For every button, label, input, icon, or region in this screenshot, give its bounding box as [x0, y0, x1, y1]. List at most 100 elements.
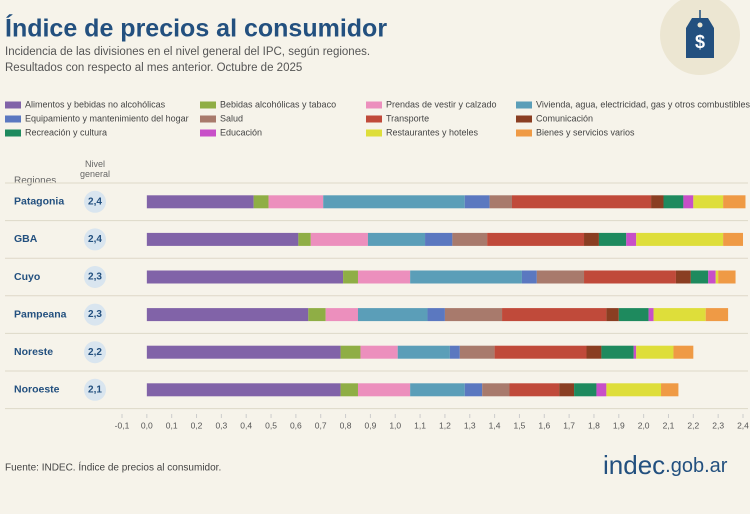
bar-segment: [489, 195, 512, 209]
bar-segment: [298, 232, 311, 246]
legend-swatch: [200, 129, 216, 137]
brand-suffix: .gob.ar: [665, 455, 728, 477]
level-label: 2,3: [88, 272, 102, 283]
bar-segment: [146, 308, 309, 322]
bar-segment: [596, 383, 607, 397]
x-tick-label: 0,9: [364, 420, 376, 430]
level-badge: [84, 190, 106, 213]
level-badge: [84, 303, 106, 326]
bar-segment: [146, 195, 254, 209]
x-tick-label: 0,0: [141, 420, 153, 430]
bar-segment: [598, 232, 627, 246]
bar-segment: [146, 383, 341, 397]
bar-segment: [410, 383, 465, 397]
legend-swatch: [200, 115, 216, 123]
bar-segment: [601, 345, 634, 359]
x-tick-label: 0,1: [166, 420, 178, 430]
bar-segment: [718, 270, 736, 284]
bar-segment: [340, 345, 361, 359]
bar-segment: [357, 270, 411, 284]
svg-text:$: $: [695, 32, 705, 52]
x-tick-label: 1,2: [439, 420, 451, 430]
x-tick-label: 1,0: [389, 420, 401, 430]
bar-segment: [636, 345, 674, 359]
legend-label: Salud: [220, 113, 243, 123]
level-label: 2,4: [88, 196, 102, 207]
bar-segment: [606, 308, 619, 322]
subtitle: Incidencia de las divisiones en el nivel…: [5, 46, 370, 58]
bar-segment: [708, 270, 716, 284]
bar-segment: [690, 270, 709, 284]
bar-segment: [606, 383, 662, 397]
source: Fuente: INDEC. Índice de precios al cons…: [5, 461, 221, 474]
bar-segment: [449, 345, 460, 359]
legend-label: Vivienda, agua, electricidad, gas y otro…: [536, 99, 750, 109]
legend-label: Alimentos y bebidas no alcohólicas: [25, 99, 166, 109]
level-label: 2,3: [88, 309, 102, 320]
bar-segment: [340, 383, 358, 397]
x-tick-label: 2,3: [712, 420, 724, 430]
category-label: Cuyo: [14, 271, 40, 283]
bar-segment: [636, 232, 724, 246]
bar-segment: [146, 232, 299, 246]
chart-title: Índice de precios al consumidor: [5, 14, 387, 43]
x-tick-label: 1,4: [489, 420, 501, 430]
bar-segment: [559, 383, 575, 397]
bar-segment: [253, 195, 269, 209]
bar-segment: [584, 270, 676, 284]
level-badge: [84, 378, 106, 401]
bar-segment: [146, 270, 344, 284]
x-tick-label: -0,1: [115, 420, 130, 430]
bar-segment: [482, 383, 510, 397]
x-tick-label: 1,8: [588, 420, 600, 430]
bar-segment: [427, 308, 445, 322]
legend-label: Restaurantes y hoteles: [386, 127, 479, 137]
bar-segment: [494, 345, 587, 359]
bar-segment: [723, 195, 746, 209]
bar-segment: [146, 345, 341, 359]
level-badge: [84, 341, 106, 364]
bar-segment: [343, 270, 358, 284]
x-tick-label: 0,7: [315, 420, 327, 430]
bar-segment: [521, 270, 537, 284]
legend-swatch: [516, 101, 532, 109]
brand-main: indec: [603, 450, 665, 480]
bar-segment: [663, 195, 684, 209]
x-tick-label: 0,5: [265, 420, 277, 430]
x-tick-label: 2,0: [638, 420, 650, 430]
bar-segment: [648, 308, 654, 322]
legend-label: Bebidas alcohólicas y tabaco: [220, 99, 336, 109]
bar-segment: [673, 345, 694, 359]
legend-label: Comunicación: [536, 113, 593, 123]
bar-segment: [425, 232, 453, 246]
legend-swatch: [516, 129, 532, 137]
bar-segment: [626, 232, 637, 246]
category-label: Noreste: [14, 346, 53, 358]
bar-segment: [357, 383, 411, 397]
category-label: Patagonia: [14, 196, 64, 208]
level-badge: [84, 266, 106, 288]
row-header: Regiones: [14, 176, 56, 187]
bar-segment: [452, 232, 488, 246]
bar-segment: [357, 308, 428, 322]
category-label: Pampeana: [14, 308, 67, 320]
legend-swatch: [366, 129, 382, 137]
bar-segment: [705, 308, 729, 322]
bar-segment: [308, 308, 326, 322]
x-tick-label: 2,2: [687, 420, 699, 430]
bar-segment: [444, 308, 503, 322]
x-tick-label: 1,1: [414, 420, 426, 430]
x-tick-label: 1,3: [464, 420, 476, 430]
level-label: 2,2: [88, 347, 102, 358]
bar-segment: [675, 270, 691, 284]
legend-swatch: [200, 101, 216, 109]
bar-segment: [487, 232, 585, 246]
legend-label: Bienes y servicios varios: [536, 127, 635, 137]
bar-segment: [323, 195, 465, 209]
bar-segment: [683, 195, 694, 209]
category-label: Noroeste: [14, 384, 60, 396]
x-tick-label: 1,5: [514, 420, 526, 430]
bar-segment: [584, 232, 599, 246]
x-tick-label: 0,3: [215, 420, 227, 430]
legend-swatch: [5, 101, 21, 109]
